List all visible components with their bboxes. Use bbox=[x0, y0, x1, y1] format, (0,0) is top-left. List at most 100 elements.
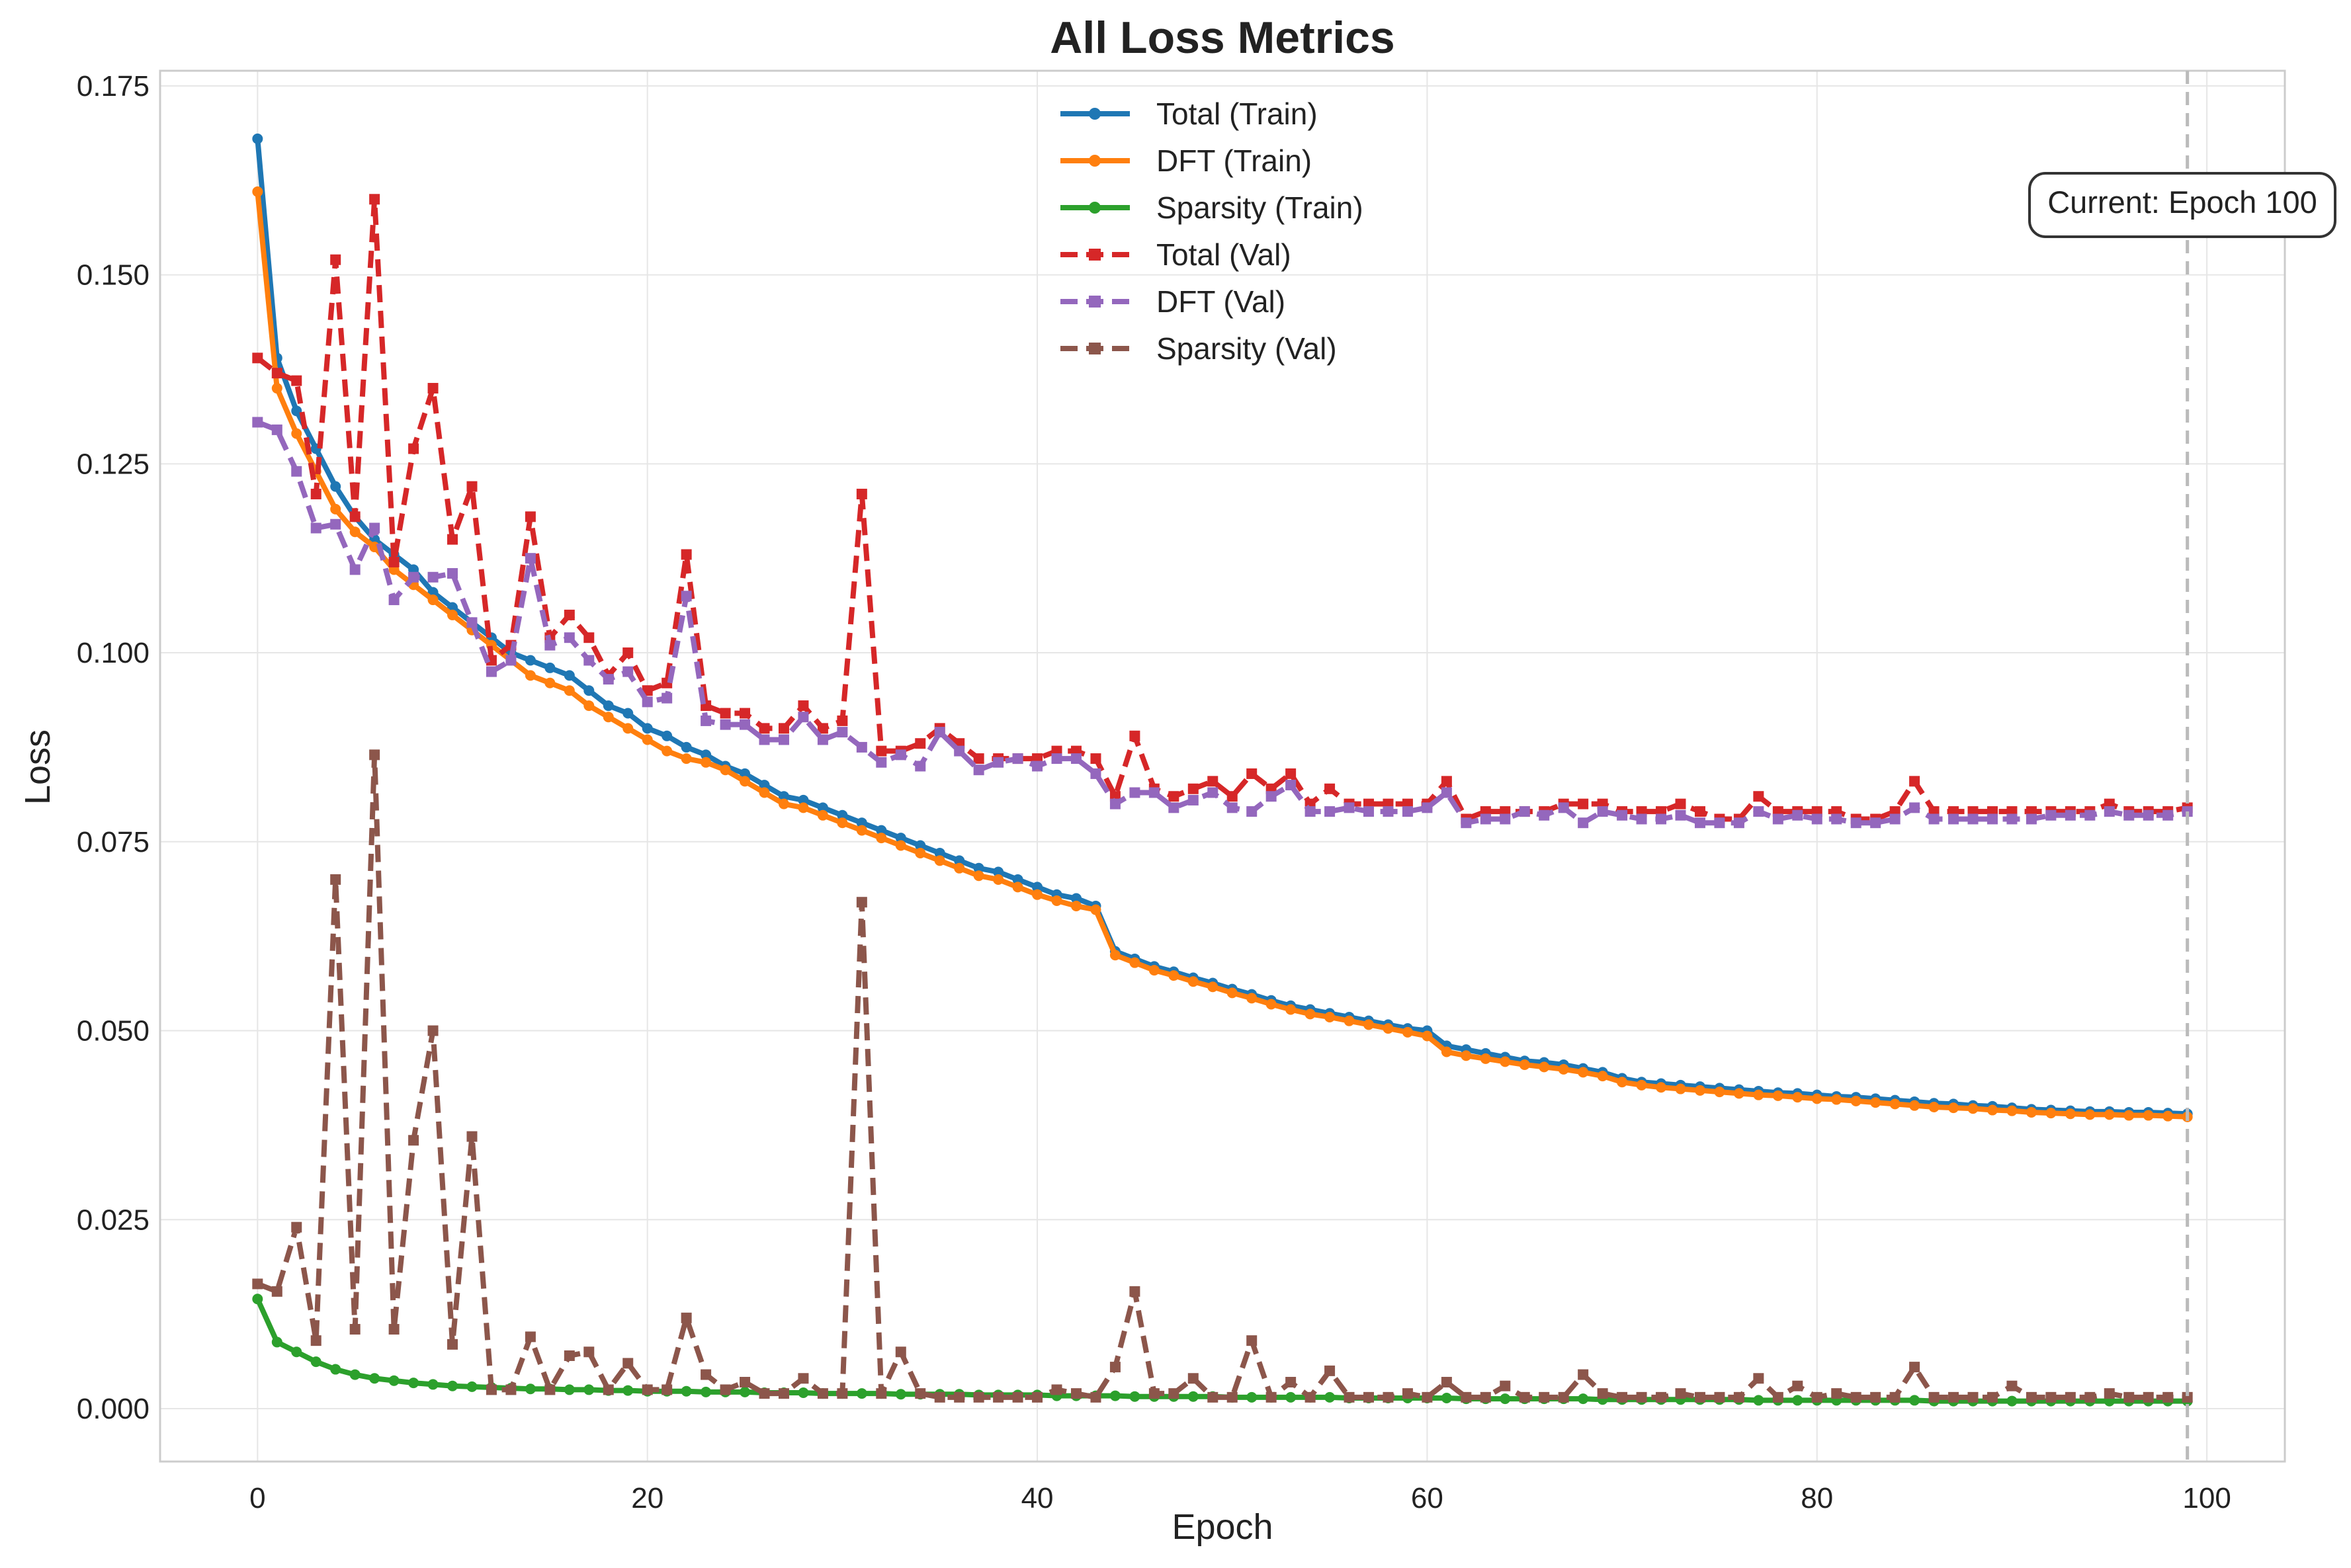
data-point bbox=[1109, 950, 1121, 961]
data-point bbox=[1441, 1392, 1452, 1403]
data-point bbox=[2065, 1108, 2076, 1120]
data-point bbox=[798, 712, 809, 723]
data-point bbox=[447, 609, 458, 620]
data-point bbox=[622, 647, 634, 659]
data-point bbox=[1070, 753, 1082, 764]
data-point bbox=[622, 723, 634, 734]
data-point bbox=[271, 1337, 282, 1348]
data-point bbox=[681, 753, 692, 764]
y-tick-label: 0.150 bbox=[77, 259, 150, 292]
data-point bbox=[1714, 1391, 1725, 1403]
data-point bbox=[1285, 780, 1297, 791]
data-point bbox=[701, 715, 712, 726]
data-point bbox=[740, 719, 751, 730]
data-point bbox=[1148, 965, 1160, 976]
data-point bbox=[1870, 817, 1881, 829]
data-point bbox=[1129, 957, 1140, 968]
data-point bbox=[447, 534, 458, 545]
data-point bbox=[1285, 768, 1297, 779]
data-point bbox=[1422, 802, 1433, 813]
data-point bbox=[1383, 1391, 1394, 1403]
data-point bbox=[740, 776, 751, 787]
data-point bbox=[564, 685, 575, 696]
data-point bbox=[369, 1373, 380, 1384]
data-point bbox=[1733, 817, 1744, 829]
data-point bbox=[1694, 1391, 1705, 1403]
data-point bbox=[1539, 809, 1550, 821]
data-point bbox=[1383, 1023, 1394, 1034]
data-point bbox=[1967, 1391, 1979, 1403]
data-point bbox=[1304, 806, 1316, 817]
legend-label: Total (Train) bbox=[1156, 97, 1318, 131]
data-point bbox=[583, 700, 595, 712]
data-point bbox=[1558, 802, 1569, 813]
data-point bbox=[1090, 1391, 1101, 1403]
data-point bbox=[856, 817, 867, 829]
data-point bbox=[1265, 1391, 1277, 1403]
data-point bbox=[1344, 802, 1355, 813]
data-point bbox=[1909, 776, 1920, 787]
data-point bbox=[2123, 809, 2135, 821]
data-point bbox=[2045, 1108, 2057, 1119]
data-point bbox=[1324, 1365, 1336, 1376]
data-point bbox=[2026, 1391, 2037, 1403]
data-point bbox=[2065, 809, 2076, 821]
data-point bbox=[817, 734, 828, 745]
data-point bbox=[1656, 813, 1667, 825]
data-point bbox=[740, 1386, 751, 1397]
data-point bbox=[1909, 802, 1920, 813]
data-point bbox=[544, 640, 556, 651]
data-point bbox=[1402, 806, 1413, 817]
data-point bbox=[603, 712, 614, 723]
data-point bbox=[1811, 1391, 1822, 1403]
data-point bbox=[2006, 1380, 2018, 1391]
data-point bbox=[583, 655, 595, 666]
data-point bbox=[1285, 1376, 1297, 1387]
data-point bbox=[2084, 1391, 2096, 1403]
data-point bbox=[740, 1376, 751, 1387]
legend-marker bbox=[1089, 296, 1101, 308]
data-point bbox=[2084, 809, 2096, 821]
data-point bbox=[1032, 882, 1043, 893]
y-tick-label: 0.025 bbox=[77, 1204, 150, 1236]
data-point bbox=[505, 655, 517, 666]
data-point bbox=[349, 1323, 361, 1335]
data-point bbox=[271, 424, 282, 435]
data-point bbox=[583, 632, 595, 643]
data-point bbox=[778, 798, 789, 809]
data-point bbox=[1129, 1391, 1140, 1402]
data-point bbox=[1226, 791, 1238, 802]
data-point bbox=[564, 1384, 575, 1395]
data-point bbox=[1109, 798, 1121, 809]
legend-item: DFT (Val) bbox=[1060, 284, 1285, 319]
data-point bbox=[876, 825, 887, 836]
data-point bbox=[1675, 1083, 1686, 1094]
data-point bbox=[993, 874, 1004, 885]
data-point bbox=[1422, 1030, 1433, 1042]
data-point bbox=[1753, 1373, 1764, 1384]
data-point bbox=[2026, 1106, 2037, 1118]
data-point bbox=[778, 734, 789, 745]
data-point bbox=[330, 1364, 341, 1375]
data-point bbox=[1636, 813, 1647, 825]
data-point bbox=[1850, 1391, 1861, 1403]
data-point bbox=[1753, 1395, 1764, 1406]
data-point bbox=[447, 1339, 458, 1350]
data-point bbox=[1285, 1004, 1297, 1015]
data-point bbox=[330, 874, 341, 885]
data-point bbox=[564, 1350, 575, 1361]
data-point bbox=[427, 571, 439, 583]
data-point bbox=[1714, 817, 1725, 829]
data-point bbox=[934, 727, 945, 738]
data-point bbox=[1889, 1391, 1901, 1403]
data-point bbox=[1714, 1087, 1725, 1098]
data-point bbox=[1948, 1391, 1959, 1403]
data-point bbox=[369, 194, 380, 205]
data-point bbox=[1772, 1090, 1783, 1101]
data-point bbox=[252, 186, 263, 197]
data-point bbox=[291, 1346, 302, 1358]
legend-item: DFT (Train) bbox=[1060, 144, 1312, 178]
data-point bbox=[1246, 806, 1258, 817]
data-point bbox=[740, 768, 751, 779]
series-line bbox=[255, 191, 2188, 1120]
